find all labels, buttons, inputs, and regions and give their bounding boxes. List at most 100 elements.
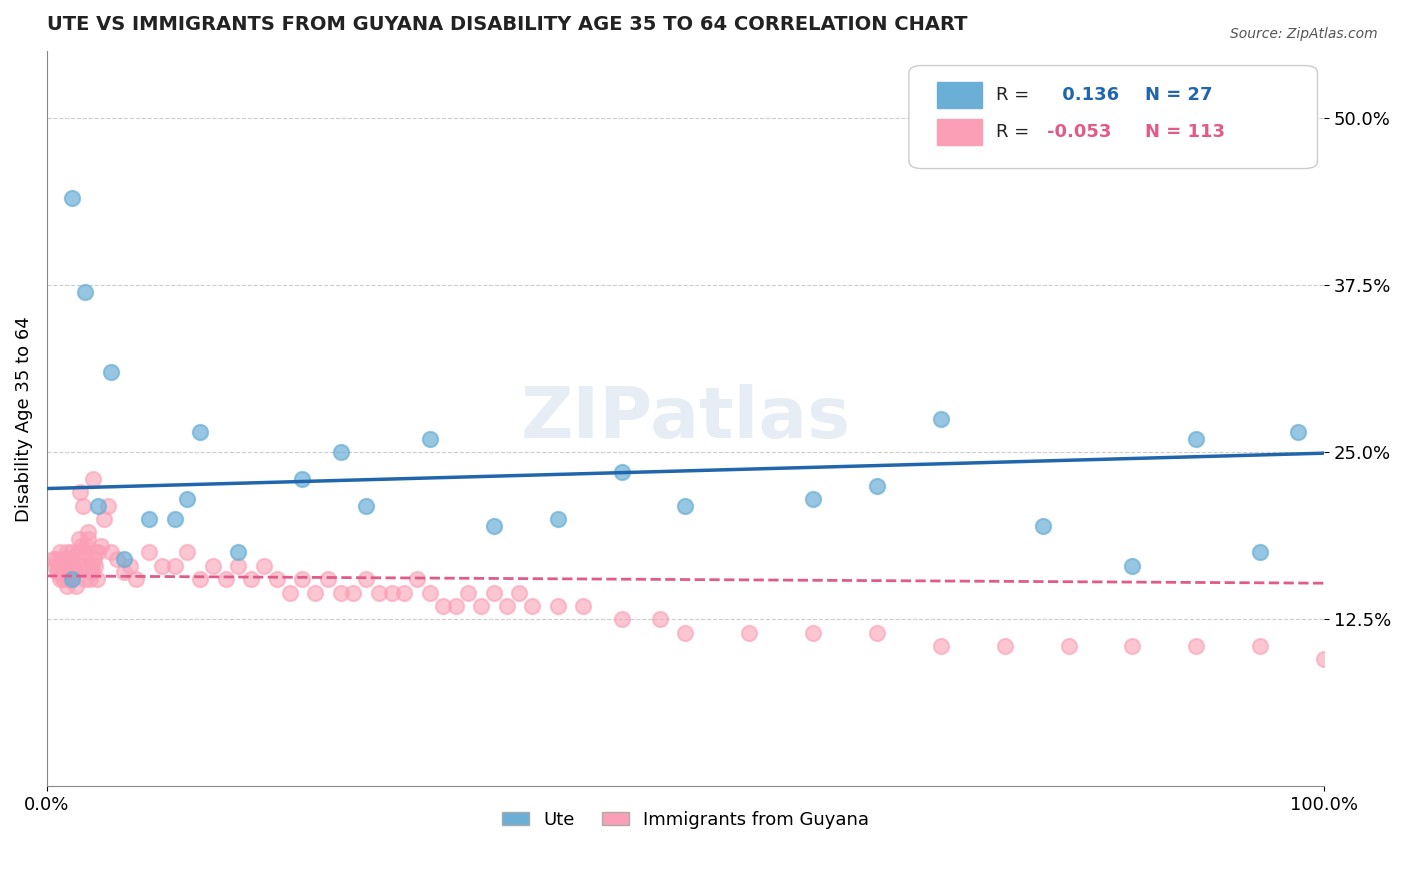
Point bbox=[354, 499, 377, 513]
Point bbox=[48, 572, 70, 586]
Text: 0.136: 0.136 bbox=[1056, 86, 1119, 104]
Point bbox=[138, 545, 160, 559]
Text: Source: ZipAtlas.com: Source: ZipAtlas.com bbox=[1230, 27, 1378, 41]
Point bbox=[56, 579, 79, 593]
Point bbox=[75, 545, 97, 559]
Point bbox=[163, 558, 186, 573]
Point bbox=[406, 572, 429, 586]
Point bbox=[86, 572, 108, 586]
Text: ZIPatlas: ZIPatlas bbox=[520, 384, 851, 453]
Point bbox=[1249, 545, 1271, 559]
Point bbox=[866, 478, 889, 492]
Point bbox=[51, 566, 73, 580]
Point bbox=[138, 512, 160, 526]
Point bbox=[520, 599, 543, 613]
Point bbox=[76, 539, 98, 553]
Point bbox=[673, 625, 696, 640]
Point bbox=[444, 599, 467, 613]
Point bbox=[188, 572, 211, 586]
Point bbox=[929, 411, 952, 425]
FancyBboxPatch shape bbox=[936, 82, 981, 108]
Point bbox=[457, 585, 479, 599]
Point bbox=[76, 532, 98, 546]
Point bbox=[72, 499, 94, 513]
Point bbox=[73, 558, 96, 573]
Point bbox=[89, 539, 111, 553]
Point bbox=[419, 585, 441, 599]
Point bbox=[70, 539, 93, 553]
Point bbox=[316, 572, 339, 586]
Point bbox=[201, 558, 224, 573]
Point bbox=[228, 558, 250, 573]
Point bbox=[62, 572, 84, 586]
Point bbox=[80, 558, 103, 573]
Point bbox=[67, 532, 90, 546]
Point bbox=[482, 518, 505, 533]
Point bbox=[738, 625, 761, 640]
Point bbox=[46, 566, 69, 580]
Point bbox=[572, 599, 595, 613]
Point bbox=[801, 625, 824, 640]
Point bbox=[1286, 425, 1309, 439]
Point bbox=[1032, 518, 1054, 533]
Point bbox=[367, 585, 389, 599]
Point bbox=[291, 572, 314, 586]
Point bbox=[42, 552, 65, 566]
Point bbox=[354, 572, 377, 586]
Point bbox=[93, 512, 115, 526]
Point bbox=[76, 525, 98, 540]
Point bbox=[470, 599, 492, 613]
Point bbox=[77, 558, 100, 573]
Point bbox=[432, 599, 454, 613]
Point bbox=[75, 572, 97, 586]
Point bbox=[112, 552, 135, 566]
Point bbox=[105, 552, 128, 566]
Point bbox=[329, 585, 352, 599]
Point bbox=[547, 512, 569, 526]
Point bbox=[482, 585, 505, 599]
Point bbox=[801, 491, 824, 506]
Point bbox=[1121, 639, 1143, 653]
Point bbox=[176, 545, 198, 559]
Point bbox=[266, 572, 288, 586]
Point bbox=[58, 552, 80, 566]
Point bbox=[63, 566, 86, 580]
Point bbox=[59, 572, 82, 586]
Point bbox=[278, 585, 301, 599]
Text: N = 113: N = 113 bbox=[1144, 123, 1225, 141]
Point bbox=[87, 545, 110, 559]
Point bbox=[56, 545, 79, 559]
Text: N = 27: N = 27 bbox=[1144, 86, 1212, 104]
Text: -0.053: -0.053 bbox=[1047, 123, 1111, 141]
Point bbox=[51, 552, 73, 566]
Point bbox=[495, 599, 517, 613]
Point bbox=[291, 472, 314, 486]
Point bbox=[48, 545, 70, 559]
Point bbox=[49, 566, 72, 580]
Point bbox=[215, 572, 238, 586]
Point bbox=[547, 599, 569, 613]
Point bbox=[419, 432, 441, 446]
Point bbox=[62, 545, 84, 559]
Text: R =: R = bbox=[995, 86, 1035, 104]
Point bbox=[176, 491, 198, 506]
Text: R =: R = bbox=[995, 123, 1035, 141]
Point bbox=[673, 499, 696, 513]
Point bbox=[83, 552, 105, 566]
Point bbox=[84, 545, 107, 559]
Point bbox=[72, 545, 94, 559]
Point bbox=[1185, 432, 1208, 446]
Point bbox=[1185, 639, 1208, 653]
Point bbox=[65, 579, 87, 593]
Point bbox=[150, 558, 173, 573]
Point bbox=[80, 566, 103, 580]
Point bbox=[1313, 652, 1336, 666]
Y-axis label: Disability Age 35 to 64: Disability Age 35 to 64 bbox=[15, 316, 32, 522]
Point bbox=[1121, 558, 1143, 573]
Point bbox=[87, 499, 110, 513]
Point bbox=[55, 552, 77, 566]
FancyBboxPatch shape bbox=[908, 65, 1317, 169]
Point bbox=[59, 572, 82, 586]
Point bbox=[1249, 639, 1271, 653]
Text: UTE VS IMMIGRANTS FROM GUYANA DISABILITY AGE 35 TO 64 CORRELATION CHART: UTE VS IMMIGRANTS FROM GUYANA DISABILITY… bbox=[46, 15, 967, 34]
